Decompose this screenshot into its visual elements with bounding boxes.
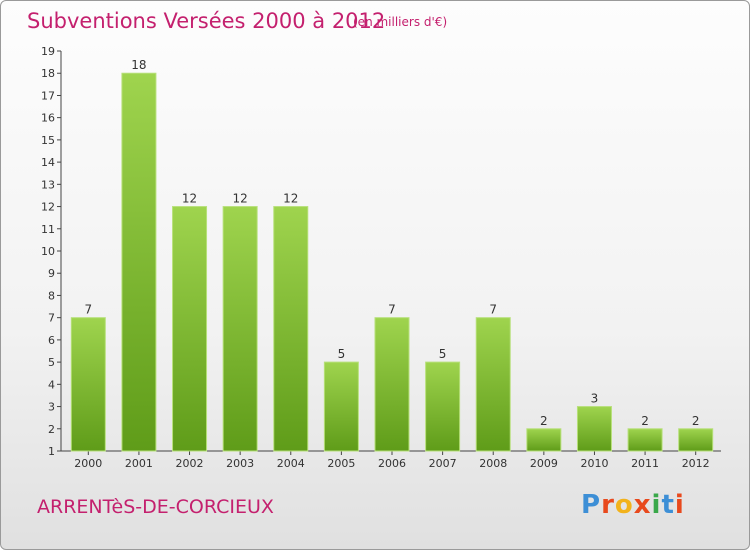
data-label: 2: [540, 414, 548, 428]
bar-2011: [627, 428, 663, 452]
data-label: 7: [489, 303, 497, 317]
x-tick-label: 2009: [530, 457, 558, 470]
y-tick-label: 15: [41, 134, 55, 147]
logo-letter: t: [661, 490, 675, 520]
x-tick-label: 2004: [277, 457, 305, 470]
bar-2009: [526, 428, 562, 452]
data-label: 18: [131, 58, 146, 72]
data-label: 2: [641, 414, 649, 428]
x-tick-label: 2003: [226, 457, 254, 470]
data-label: 5: [439, 347, 447, 361]
x-tick-label: 2005: [327, 457, 355, 470]
x-tick-label: 2007: [429, 457, 457, 470]
bar-2002: [172, 206, 208, 452]
logo-letter: P: [581, 490, 602, 520]
data-label: 7: [388, 303, 396, 317]
x-tick-label: 2011: [631, 457, 659, 470]
y-tick-label: 5: [48, 356, 55, 369]
chart-subtitle: (en milliers d'€): [353, 15, 448, 29]
y-tick-label: 10: [41, 245, 55, 258]
bar-2000: [70, 317, 106, 452]
y-tick-label: 19: [41, 45, 55, 58]
bar-2001: [121, 72, 157, 452]
y-tick-label: 7: [48, 312, 55, 325]
y-tick-label: 17: [41, 89, 55, 102]
chart-title: Subventions Versées 2000 à 2012: [27, 9, 386, 33]
y-tick-label: 13: [41, 178, 55, 191]
y-tick-label: 9: [48, 267, 55, 280]
data-label: 2: [692, 414, 700, 428]
y-tick-label: 4: [48, 378, 55, 391]
x-tick-label: 2001: [125, 457, 153, 470]
y-tick-label: 14: [41, 156, 55, 169]
y-tick-label: 2: [48, 423, 55, 436]
commune-name: ARRENTèS-DE-CORCIEUX: [37, 496, 274, 518]
data-label: 5: [338, 347, 346, 361]
logo-letter: i: [674, 490, 685, 520]
logo-letter: o: [614, 490, 634, 520]
y-tick-label: 8: [48, 289, 55, 302]
bar-2006: [374, 317, 410, 452]
bar-2003: [222, 206, 258, 452]
logo-letter: i: [651, 490, 662, 520]
logo-letter: r: [601, 490, 615, 520]
x-tick-label: 2008: [479, 457, 507, 470]
y-tick-label: 1: [48, 445, 55, 458]
logo-letter: x: [633, 490, 652, 520]
x-tick-label: 2000: [74, 457, 102, 470]
x-tick-label: 2010: [580, 457, 608, 470]
y-tick-label: 18: [41, 67, 55, 80]
bar-2007: [425, 361, 461, 452]
y-tick-label: 3: [48, 401, 55, 414]
x-tick-label: 2006: [378, 457, 406, 470]
bar-2012: [678, 428, 714, 452]
data-label: 12: [182, 192, 197, 206]
data-label: 7: [84, 303, 92, 317]
bar-2004: [273, 206, 309, 452]
data-label: 12: [233, 192, 248, 206]
x-tick-label: 2002: [176, 457, 204, 470]
bar-2005: [323, 361, 359, 452]
y-tick-label: 16: [41, 112, 55, 125]
bar-2010: [576, 406, 612, 452]
y-tick-label: 12: [41, 201, 55, 214]
proxiti-logo: Proxiti: [581, 490, 685, 520]
y-tick-label: 6: [48, 334, 55, 347]
data-label: 3: [591, 392, 599, 406]
data-label: 12: [283, 192, 298, 206]
bar-2008: [475, 317, 511, 452]
y-tick-label: 11: [41, 223, 55, 236]
x-tick-label: 2012: [682, 457, 710, 470]
